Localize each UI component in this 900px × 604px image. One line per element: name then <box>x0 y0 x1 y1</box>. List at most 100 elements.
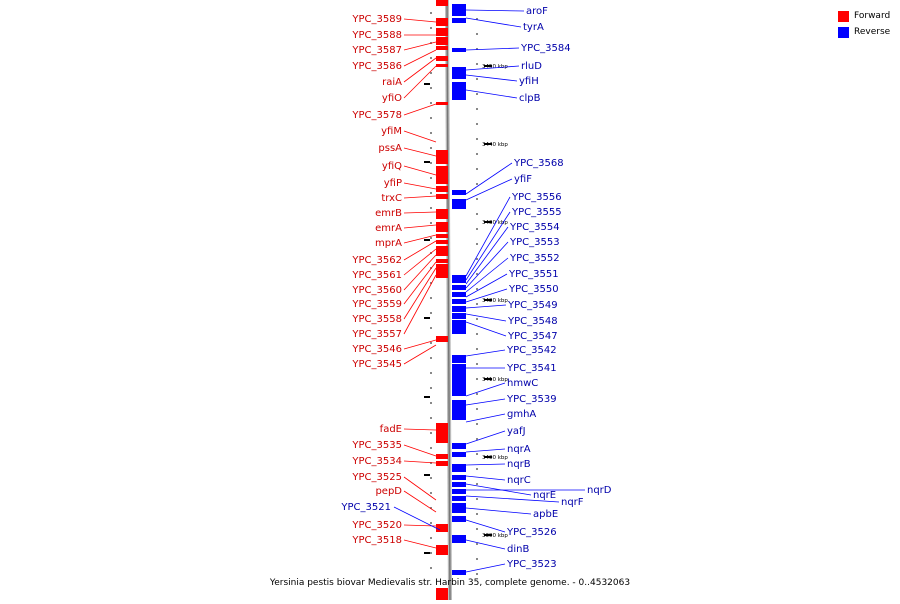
reverse-gene-block[interactable] <box>452 320 466 334</box>
reverse-gene-label[interactable]: YPC_3584 <box>520 43 571 54</box>
reverse-gene-block[interactable] <box>452 67 466 79</box>
forward-gene-label[interactable]: pssA <box>378 143 402 154</box>
reverse-gene-block[interactable] <box>452 464 466 472</box>
reverse-gene-block[interactable] <box>452 190 466 195</box>
forward-gene-label[interactable]: YPC_3562 <box>351 255 402 266</box>
forward-gene-block[interactable] <box>436 102 448 105</box>
reverse-gene-label[interactable]: YPC_3556 <box>511 192 562 203</box>
reverse-gene-label[interactable]: rluD <box>521 61 542 72</box>
reverse-gene-block[interactable] <box>452 292 466 297</box>
forward-gene-block[interactable] <box>436 461 448 466</box>
forward-gene-label[interactable]: YPC_3578 <box>351 110 402 121</box>
reverse-gene-label[interactable]: clpB <box>519 93 541 104</box>
forward-gene-label[interactable]: YPC_3588 <box>351 30 402 41</box>
reverse-gene-label[interactable]: YPC_3551 <box>508 269 559 280</box>
reverse-gene-label[interactable]: YPC_3541 <box>506 363 557 374</box>
reverse-gene-block[interactable] <box>452 482 466 487</box>
forward-gene-label[interactable]: YPC_3546 <box>351 344 402 355</box>
reverse-gene-label[interactable]: YPC_3542 <box>506 345 557 356</box>
forward-gene-label[interactable]: YPC_3545 <box>351 359 402 370</box>
reverse-gene-block[interactable] <box>452 400 466 420</box>
forward-gene-block[interactable] <box>436 336 448 342</box>
reverse-gene-block[interactable] <box>452 452 466 457</box>
reverse-gene-label[interactable]: YPC_3523 <box>506 559 557 570</box>
forward-gene-label[interactable]: YPC_3587 <box>351 45 402 56</box>
reverse-gene-label[interactable]: apbE <box>533 509 558 520</box>
reverse-gene-block[interactable] <box>452 535 466 543</box>
forward-gene-label[interactable]: YPC_3534 <box>351 456 402 467</box>
forward-gene-block[interactable] <box>436 259 448 263</box>
reverse-gene-label[interactable]: nqrF <box>561 497 584 508</box>
forward-gene-block[interactable] <box>436 246 448 256</box>
forward-gene-label[interactable]: pepD <box>375 486 402 497</box>
forward-gene-label[interactable]: YPC_3535 <box>351 440 402 451</box>
forward-gene-block[interactable] <box>436 186 448 192</box>
forward-gene-label[interactable]: YPC_3589 <box>351 14 402 25</box>
reverse-gene-label[interactable]: YPC_3548 <box>507 316 558 327</box>
forward-gene-block[interactable] <box>436 166 448 184</box>
reverse-gene-label[interactable]: YPC_3539 <box>506 394 557 405</box>
forward-gene-label[interactable]: fadE <box>380 424 402 435</box>
forward-gene-block[interactable] <box>436 64 448 67</box>
forward-gene-label[interactable]: YPC_3518 <box>351 535 402 546</box>
forward-gene-block[interactable] <box>436 240 448 244</box>
reverse-gene-label[interactable]: nqrB <box>507 459 531 470</box>
reverse-gene-block[interactable] <box>452 364 466 396</box>
reverse-gene-block[interactable] <box>452 18 466 23</box>
reverse-gene-label[interactable]: hmwC <box>507 378 538 389</box>
reverse-gene-block[interactable] <box>452 516 466 522</box>
reverse-gene-label[interactable]: nqrD <box>587 485 612 496</box>
reverse-gene-block[interactable] <box>452 4 466 16</box>
reverse-gene-label[interactable]: YPC_3552 <box>509 253 560 264</box>
reverse-gene-label[interactable]: YPC_3547 <box>507 331 558 342</box>
forward-gene-label[interactable]: raiA <box>382 77 402 88</box>
forward-gene-block[interactable] <box>436 0 448 6</box>
reverse-gene-block[interactable] <box>452 306 466 312</box>
forward-gene-label[interactable]: yfiM <box>381 126 402 137</box>
reverse-gene-block[interactable] <box>452 489 466 494</box>
reverse-gene-label[interactable]: YPC_3526 <box>506 527 557 538</box>
forward-gene-label[interactable]: YPC_3520 <box>351 520 402 531</box>
forward-gene-block[interactable] <box>436 46 448 50</box>
reverse-gene-label[interactable]: YPC_3554 <box>509 222 560 233</box>
reverse-gene-label[interactable]: dinB <box>507 544 529 555</box>
forward-gene-label[interactable]: YPC_3586 <box>351 61 402 72</box>
reverse-gene-block[interactable] <box>452 475 466 480</box>
forward-gene-label[interactable]: mprA <box>375 238 402 249</box>
reverse-gene-label[interactable]: aroF <box>526 6 548 17</box>
forward-gene-label[interactable]: YPC_3561 <box>351 270 402 281</box>
reverse-gene-label[interactable]: YPC_3553 <box>509 237 560 248</box>
forward-gene-label[interactable]: yfiP <box>384 178 402 189</box>
reverse-gene-label[interactable]: YPC_3549 <box>507 300 558 311</box>
forward-gene-label[interactable]: yfiO <box>382 93 402 104</box>
forward-gene-block[interactable] <box>436 234 448 238</box>
reverse-gene-block[interactable] <box>452 313 466 319</box>
forward-gene-block[interactable] <box>436 524 448 532</box>
forward-gene-label[interactable]: YPC_3560 <box>351 285 402 296</box>
forward-gene-label[interactable]: emrA <box>375 223 402 234</box>
reverse-gene-block[interactable] <box>452 82 466 100</box>
reverse-gene-block[interactable] <box>452 199 466 209</box>
reverse-gene-block[interactable] <box>452 496 466 501</box>
reverse-gene-block[interactable] <box>452 570 466 575</box>
forward-gene-block[interactable] <box>436 209 448 219</box>
forward-gene-label[interactable]: YPC_3525 <box>351 472 402 483</box>
reverse-gene-block[interactable] <box>452 299 466 304</box>
forward-gene-block[interactable] <box>436 545 448 555</box>
forward-gene-block[interactable] <box>436 150 448 164</box>
forward-gene-block[interactable] <box>436 222 448 232</box>
reverse-gene-block[interactable] <box>452 503 466 513</box>
forward-gene-label[interactable]: YPC_3559 <box>351 299 402 310</box>
reverse-gene-block[interactable] <box>452 275 466 283</box>
forward-gene-block[interactable] <box>436 423 448 443</box>
forward-gene-label[interactable]: emrB <box>375 208 402 219</box>
forward-gene-block[interactable] <box>436 28 448 36</box>
forward-gene-block[interactable] <box>436 588 448 600</box>
reverse-gene-block[interactable] <box>452 443 466 449</box>
forward-gene-block[interactable] <box>436 18 448 26</box>
reverse-gene-label[interactable]: nqrA <box>507 444 531 455</box>
forward-gene-label[interactable]: YPC_3557 <box>351 329 402 340</box>
reverse-gene-label[interactable]: yfiF <box>514 174 532 185</box>
reverse-gene-label[interactable]: YPC_3550 <box>508 284 559 295</box>
forward-gene-label[interactable]: YPC_3558 <box>351 314 402 325</box>
